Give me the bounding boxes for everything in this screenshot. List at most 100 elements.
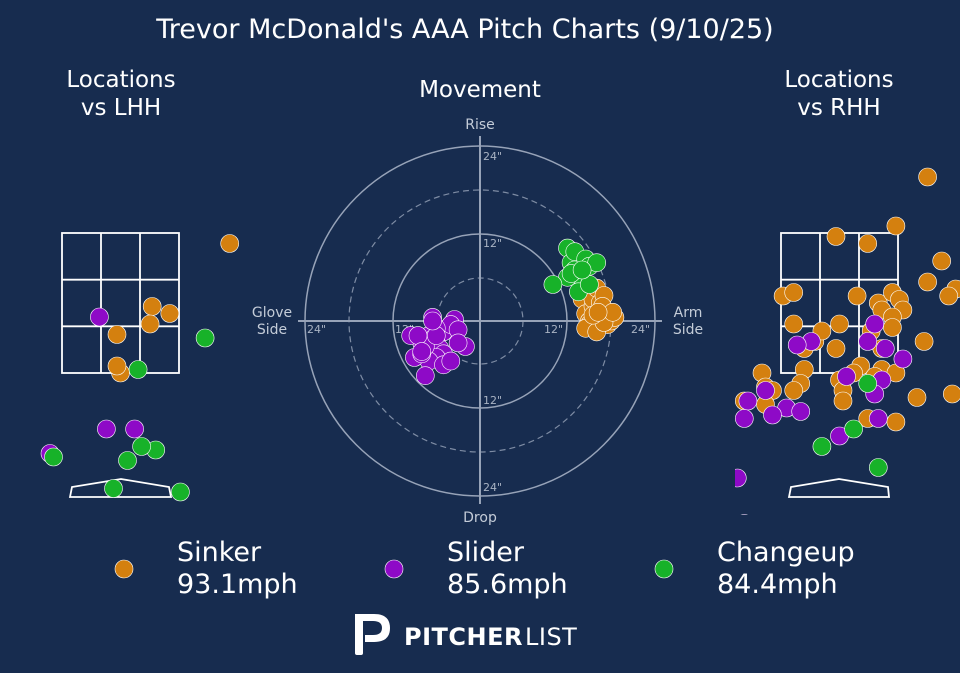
legend-sinker-marker	[114, 559, 134, 579]
rhh-sinker-point	[939, 286, 959, 306]
ring-label-bottom-24: 24"	[483, 481, 502, 494]
lhh-sinker-point	[142, 297, 162, 316]
lhh-changeup-point	[128, 360, 148, 379]
rhh-home-plate	[787, 478, 890, 498]
rhh-slider-point	[735, 409, 754, 428]
rhh-slider-point	[738, 391, 758, 411]
mov-slider-point	[408, 326, 428, 345]
lhh-sinker-point	[220, 234, 239, 253]
legend-sinker-velo: 93.1mph	[177, 569, 298, 600]
lhh-sinker-point	[140, 314, 160, 334]
legend-slider-velo: 85.6mph	[447, 569, 568, 600]
rhh-sinker-point	[833, 391, 853, 411]
lhh-slider-point	[125, 419, 144, 439]
legend-sinker-name: Sinker	[177, 537, 262, 568]
rise-label: Rise	[465, 117, 495, 133]
rhh-sinker-point	[784, 381, 804, 400]
chart-title: Trevor McDonald's AAA Pitch Charts (9/10…	[155, 14, 773, 45]
rhh-sinker-point	[883, 318, 902, 337]
rhh-location-points	[735, 167, 960, 515]
lhh-home-plate	[68, 478, 173, 498]
rhh-sinker-point	[943, 384, 960, 404]
lhh-changeup-point	[171, 482, 190, 502]
lhh-changeup-point	[118, 451, 137, 470]
ring-label-top-12: 12"	[483, 237, 502, 250]
arm-side-label-line2: Side	[673, 322, 703, 338]
lhh-sinker-point	[107, 325, 127, 344]
rhh-changeup-point	[844, 419, 863, 439]
drop-label: Drop	[463, 510, 497, 526]
mov-slider-point	[448, 333, 468, 353]
rhh-sinker-point	[830, 314, 849, 334]
rhh-slider-point	[735, 468, 747, 488]
legend: Sinker 93.1mph Slider 85.6mph Changeup 8…	[114, 537, 855, 600]
rhh-slider-point	[875, 339, 895, 358]
mov-sinker-point	[588, 302, 608, 322]
rhh-slider-point	[763, 405, 782, 425]
lhh-changeup-point	[44, 447, 63, 467]
rhh-sinker-point	[858, 234, 878, 253]
rhh-sinker-point	[826, 227, 846, 246]
rhh-sinker-point	[847, 286, 867, 306]
rhh-title-line2: vs RHH	[797, 95, 880, 121]
lhh-title-line2: vs LHH	[81, 95, 161, 121]
arm-side-label-line1: Arm	[674, 305, 703, 321]
rhh-sinker-point	[932, 251, 952, 271]
rhh-slider-point	[865, 314, 885, 334]
logo-text-light: LIST	[525, 623, 577, 651]
lhh-sinker-point	[160, 304, 180, 323]
lhh-changeup-point	[104, 479, 123, 498]
rhh-changeup-point	[868, 458, 888, 477]
movement-points	[401, 238, 625, 386]
ring-label-bottom-12: 12"	[483, 394, 502, 407]
ring-labels: 24" 12" 12" 24" 24" 12" 12" 24"	[307, 150, 650, 494]
legend-slider-marker	[384, 559, 404, 579]
mov-slider-point	[412, 342, 432, 361]
lhh-title-line1: Locations	[66, 67, 175, 93]
legend-changeup-velo: 84.4mph	[717, 569, 838, 600]
glove-side-label-line1: Glove	[252, 305, 292, 321]
rhh-sinker-point	[918, 272, 937, 292]
rhh-sinker-point	[784, 283, 804, 302]
rhh-slider-point	[787, 335, 807, 355]
rhh-sinker-point	[918, 167, 937, 187]
rhh-slider-point	[740, 514, 749, 515]
rhh-slider-point	[791, 402, 811, 421]
rhh-title-line1: Locations	[784, 67, 893, 93]
legend-changeup-name: Changeup	[717, 537, 855, 568]
mov-changeup-point	[572, 260, 592, 280]
logo-text-bold: PITCHER	[404, 623, 523, 651]
movement-title: Movement	[419, 77, 541, 103]
mov-slider-point	[441, 351, 461, 371]
mov-slider-point	[415, 366, 435, 386]
rhh-sinker-point	[907, 388, 927, 407]
lhh-slider-point	[90, 307, 109, 327]
mov-slider-point	[423, 311, 442, 331]
legend-changeup-marker	[654, 559, 674, 579]
lhh-changeup-point	[195, 328, 215, 348]
ring-label-right-24: 24"	[631, 323, 650, 336]
rhh-slider-point	[756, 381, 775, 400]
glove-side-label-line2: Side	[257, 322, 287, 338]
pitcherlist-logo-icon	[355, 614, 390, 655]
pitcherlist-logo: PITCHER LIST	[355, 614, 577, 655]
mov-changeup-point	[543, 275, 563, 294]
lhh-changeup-point	[132, 437, 151, 456]
ring-label-top-24: 24"	[483, 150, 502, 163]
rhh-sinker-point	[914, 332, 934, 351]
rhh-sinker-point	[826, 339, 846, 358]
lhh-location-points	[40, 234, 239, 502]
ring-label-left-24: 24"	[307, 323, 326, 336]
legend-slider-name: Slider	[447, 537, 525, 568]
rhh-sinker-point	[784, 314, 804, 334]
ring-label-right-12: 12"	[544, 323, 563, 336]
lhh-sinker-point	[107, 356, 127, 376]
rhh-sinker-point	[886, 216, 906, 236]
rhh-sinker-point	[886, 412, 906, 432]
rhh-changeup-point	[858, 374, 878, 393]
rhh-changeup-point	[812, 437, 832, 456]
rhh-slider-point	[893, 349, 913, 369]
lhh-slider-point	[97, 419, 116, 439]
rhh-slider-point	[858, 332, 878, 351]
